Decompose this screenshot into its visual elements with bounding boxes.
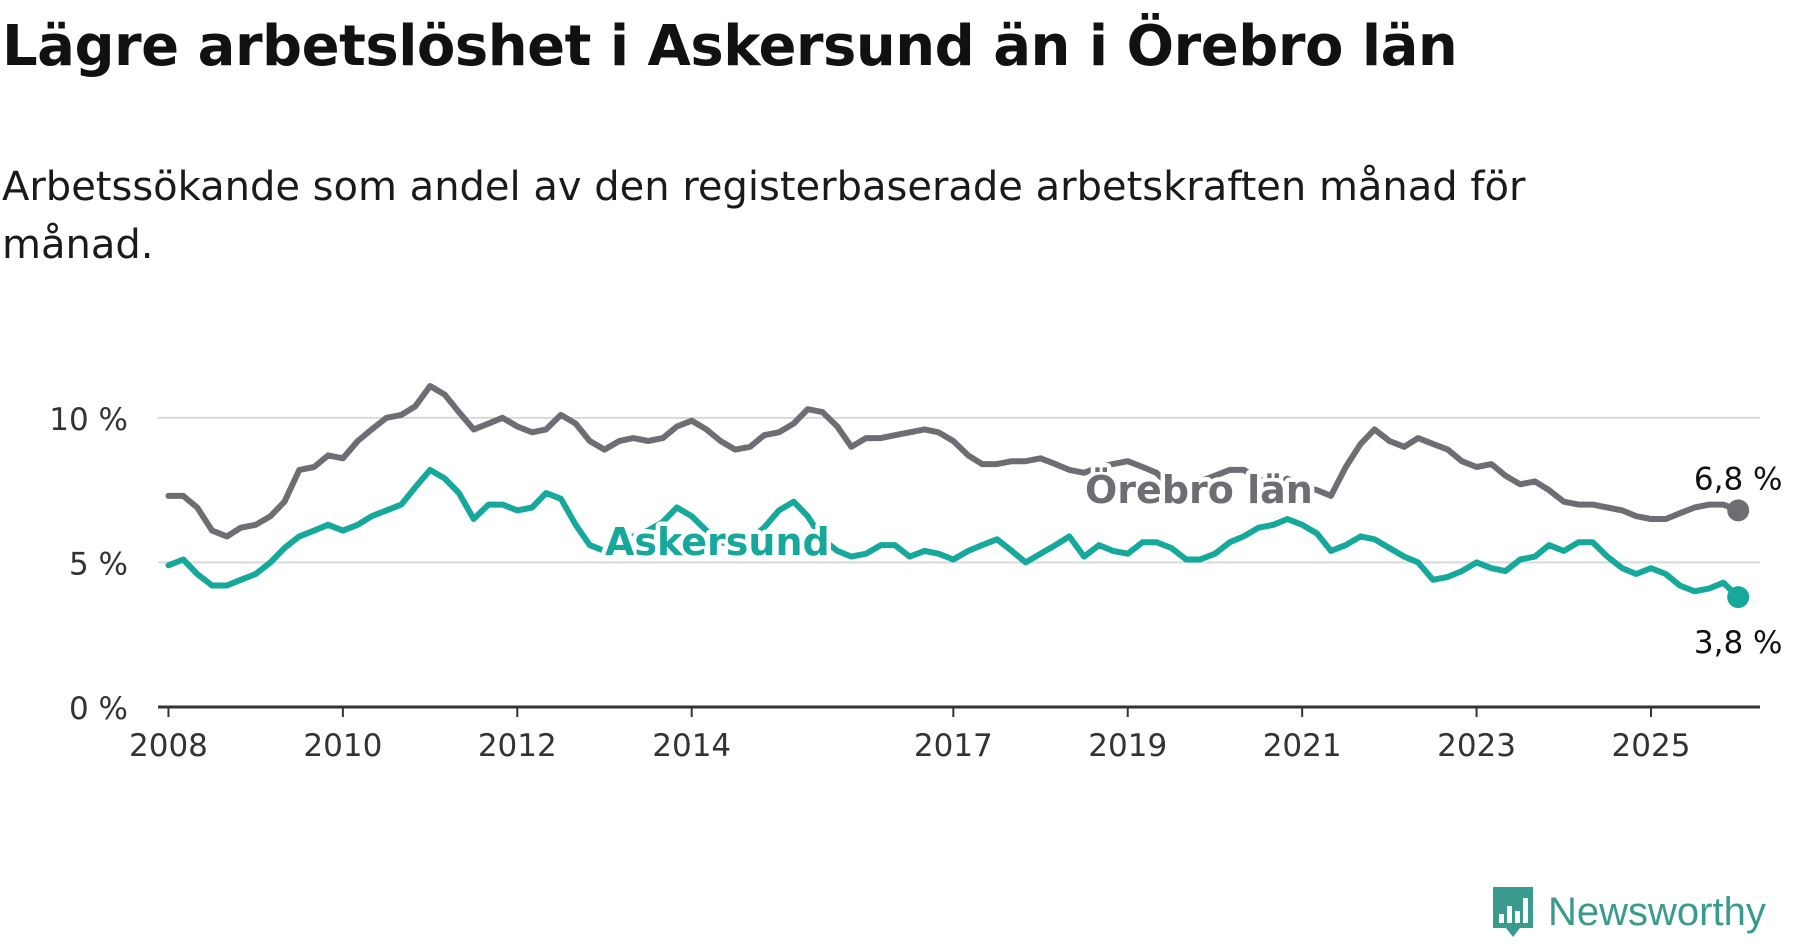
x-tick-label: 2025 <box>1612 728 1691 764</box>
series-labels: Örebro län 6,8 % Askersund 3,8 % <box>601 458 1786 664</box>
x-tick-label: 2023 <box>1437 728 1516 764</box>
series-layer <box>165 383 1750 609</box>
x-tick-label: 2017 <box>914 728 993 764</box>
series-line-askersund <box>165 466 1742 601</box>
end-point-marker <box>1727 586 1750 609</box>
brand-name: Newsworthy <box>1548 889 1766 934</box>
x-tick-label: 2021 <box>1263 728 1342 764</box>
x-axis: 2008 2010 2012 2014 2017 2019 2021 2023 2025 <box>129 707 1690 764</box>
grid-lines <box>158 416 1760 564</box>
x-tick-label: 2014 <box>652 728 731 764</box>
end-value-label: 3,8 % <box>1694 625 1783 661</box>
newsworthy-logo-icon <box>1493 887 1533 937</box>
y-tick-label: 10 % <box>49 402 128 438</box>
x-tick-label: 2012 <box>478 728 557 764</box>
page-subtitle: Arbetssökande som andel av den registerb… <box>2 164 1526 268</box>
end-point-marker <box>1727 499 1750 522</box>
x-tick-label: 2019 <box>1088 728 1167 764</box>
brand: Newsworthy <box>1490 884 1766 940</box>
x-tick-label: 2008 <box>129 728 208 764</box>
y-axis: 0 % 5 % 10 % <box>49 402 128 727</box>
series-label: Askersund <box>605 520 830 564</box>
series-line-orebro-lan <box>165 383 1742 540</box>
series-label: Örebro län <box>1085 468 1313 512</box>
end-value-label: 6,8 % <box>1694 461 1783 497</box>
y-tick-label: 0 % <box>69 691 128 727</box>
page-title: Lägre arbetslöshet i Askersund än i Öreb… <box>2 14 1458 79</box>
x-tick-label: 2010 <box>303 728 382 764</box>
y-tick-label: 5 % <box>69 546 128 582</box>
